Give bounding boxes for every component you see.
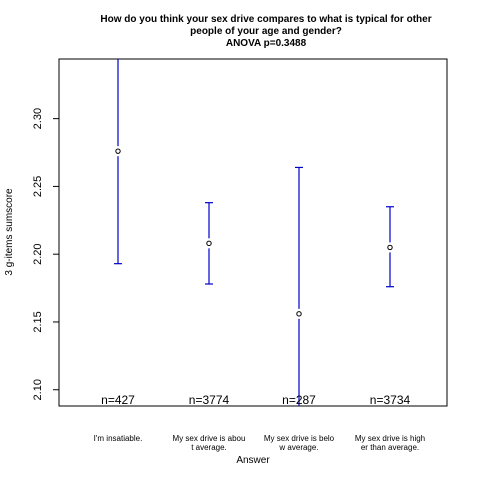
errorbar-group <box>295 166 303 406</box>
y-tick-label: 2.10 <box>32 379 44 400</box>
n-labels: n=427 n=3774 n=287 n=3734 <box>101 393 410 407</box>
mean-point <box>206 240 212 247</box>
n-count-label: n=3734 <box>370 393 411 407</box>
title-line-2: people of your age and gender? <box>190 26 342 37</box>
errorbar-group <box>205 202 213 285</box>
chart-title: How do you think your sex drive compares… <box>100 14 431 49</box>
y-tick-label: 2.20 <box>32 243 44 264</box>
y-axis-title: 3 g-items sumscore <box>4 188 15 276</box>
mean-point <box>296 311 302 317</box>
x-axis-title: Answer <box>236 455 270 466</box>
x-category-label: w average. <box>278 443 318 452</box>
x-category-label: I'm insatiable. <box>94 434 143 443</box>
mean-point <box>387 244 393 251</box>
n-count-label: n=427 <box>101 393 135 407</box>
errorbar-group <box>114 59 122 265</box>
y-tick-label: 2.30 <box>32 108 44 129</box>
n-count-label: n=287 <box>282 393 316 407</box>
x-category-label: er than average. <box>361 443 419 452</box>
n-count-label: n=3774 <box>189 393 230 407</box>
errorbar-series <box>114 59 394 406</box>
title-line-1: How do you think your sex drive compares… <box>100 14 431 25</box>
y-tick-label: 2.25 <box>32 176 44 197</box>
plot-frame <box>58 58 448 407</box>
x-category-label: t average. <box>191 443 227 452</box>
title-line-3: ANOVA p=0.3488 <box>226 38 307 49</box>
mean-point <box>115 148 121 154</box>
x-category-label: My sex drive is abou <box>173 434 246 443</box>
y-tick-label: 2.15 <box>32 311 44 332</box>
errorbar-group <box>386 206 394 288</box>
x-category-label: My sex drive is high <box>355 434 425 443</box>
x-category-label: My sex drive is belo <box>264 434 335 443</box>
y-axis: 2.10 2.15 2.20 2.25 2.30 <box>32 108 59 400</box>
